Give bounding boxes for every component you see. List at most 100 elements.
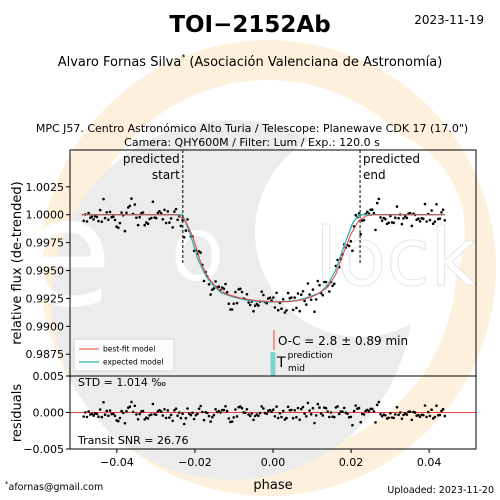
main-data-point (97, 219, 100, 223)
main-data-point (351, 249, 354, 253)
residual-data-point (370, 407, 374, 411)
residual-data-point (372, 410, 376, 413)
tmid-superscript: prediction (288, 351, 333, 361)
main-data-point (182, 236, 186, 239)
residual-data-point (257, 414, 260, 418)
main-data-point (273, 306, 277, 309)
main-data-point (441, 208, 445, 211)
main-data-point (318, 283, 321, 287)
footer-email-mark: * (5, 480, 9, 488)
residual-data-point (328, 415, 331, 419)
residual-data-point (87, 410, 90, 413)
camera-line: Camera: QHY600M / Filter: Lum / Exp.: 12… (124, 136, 380, 149)
residual-data-point (357, 406, 361, 410)
main-data-point (394, 216, 397, 219)
main-data-point (105, 211, 108, 214)
residual-data-point (351, 423, 354, 427)
main-data-point (359, 232, 363, 236)
residuals-data-points (82, 400, 447, 427)
main-data-point (276, 308, 280, 312)
main-data-point (123, 229, 127, 233)
observer-line: Alvaro Fornas Silva* (Asociación Valencia… (58, 53, 443, 70)
main-data-point (262, 293, 265, 297)
main-data-point (423, 202, 427, 206)
residual-data-point (398, 411, 402, 414)
observer-mark: * (181, 53, 185, 62)
main-y-axis: 0.9875 0.9900 0.9925 0.9950 0.9975 1.0000 1.00… (26, 181, 70, 361)
main-data-point (179, 224, 183, 228)
residual-data-point (392, 416, 396, 420)
main-data-point (290, 296, 293, 299)
legend-best-fit-label: best-fit model (103, 345, 155, 354)
main-data-point (313, 310, 316, 314)
main-data-point (286, 291, 290, 295)
main-data-point (314, 298, 318, 301)
main-panel: 0.9875 0.9900 0.9925 0.9950 0.9975 1.0000 1.00… (10, 149, 477, 377)
main-data-point (171, 226, 174, 229)
residual-data-point (305, 415, 308, 418)
residual-data-point (102, 401, 105, 404)
residual-data-point (413, 411, 417, 414)
x-tick-label: 0.00 (261, 456, 286, 469)
residual-data-point (92, 414, 95, 417)
residual-data-point (301, 405, 305, 409)
residual-data-point (103, 413, 107, 417)
main-data-point (128, 204, 132, 208)
residual-data-point (349, 415, 353, 419)
residuals-frame (69, 375, 477, 450)
residual-data-point (375, 403, 379, 407)
main-data-point (222, 287, 226, 291)
residual-data-point (118, 416, 122, 420)
main-data-point (417, 217, 420, 220)
main-data-point (217, 285, 221, 289)
main-data-point (281, 298, 285, 301)
main-data-point (430, 209, 433, 212)
residuals-y-axis: −0.005 0.000 0.005 (23, 370, 70, 456)
main-data-point (133, 203, 137, 206)
main-data-point (207, 283, 211, 286)
residual-data-point (108, 409, 112, 412)
residual-data-point (290, 408, 293, 412)
main-data-point (257, 304, 260, 307)
main-data-point (161, 218, 165, 221)
residual-data-point (212, 413, 216, 417)
tmid-T: T (276, 355, 286, 371)
residual-data-point (161, 414, 165, 417)
main-y-tick-label: 1.0000 (26, 209, 65, 222)
residual-data-point (389, 412, 392, 415)
main-data-point (321, 293, 325, 297)
residual-data-point (248, 414, 252, 418)
residual-data-point (98, 408, 102, 411)
main-data-point (164, 221, 168, 225)
residual-data-point (207, 414, 211, 418)
watermark-letter-e: e (20, 167, 112, 341)
residual-data-point (206, 411, 209, 415)
main-data-point (154, 216, 158, 220)
residual-data-point (141, 409, 145, 413)
main-data-point (184, 229, 188, 232)
main-data-point (268, 296, 272, 300)
main-data-point (402, 217, 405, 220)
main-data-point (100, 220, 104, 223)
main-data-point (240, 290, 244, 294)
residual-data-point (272, 408, 275, 412)
oc-label: O-C = 2.8 ± 0.89 min (278, 334, 408, 348)
residual-data-point (186, 407, 189, 410)
main-data-point (392, 221, 396, 225)
main-data-point (280, 307, 283, 311)
residual-data-point (342, 406, 346, 410)
main-data-point (118, 221, 122, 225)
main-data-point (384, 217, 387, 221)
main-data-point (408, 211, 412, 215)
residuals-y-label: residuals (10, 384, 25, 443)
residual-data-point (105, 409, 108, 413)
main-data-point (275, 291, 278, 295)
main-data-point (199, 251, 202, 254)
residuals-y-tick-label: −0.005 (23, 443, 64, 456)
main-data-point (232, 302, 235, 306)
residual-data-point (166, 409, 170, 412)
main-data-point (247, 301, 250, 304)
main-data-point (113, 218, 117, 222)
main-data-point (85, 220, 89, 223)
residual-data-point (173, 409, 176, 412)
